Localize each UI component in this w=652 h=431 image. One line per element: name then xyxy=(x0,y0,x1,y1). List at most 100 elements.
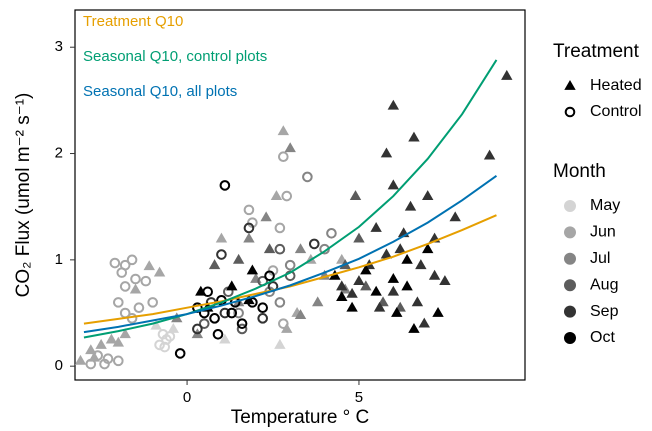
heated-point xyxy=(150,319,162,330)
heated-point xyxy=(346,287,358,298)
curve-label: Seasonal Q10, control plots xyxy=(83,48,267,65)
fit-curve xyxy=(83,214,497,325)
control-point xyxy=(109,257,121,269)
heated-point xyxy=(353,275,365,286)
legend-label: Jul xyxy=(590,250,610,267)
control-point xyxy=(233,307,244,319)
heated-point xyxy=(119,328,131,339)
heated-point xyxy=(353,232,365,243)
legend-label: Control xyxy=(590,103,642,120)
control-point xyxy=(119,281,131,292)
legend-label: May xyxy=(590,197,620,214)
y-tick-label: 0 xyxy=(55,357,63,374)
heated-point xyxy=(408,322,420,333)
legend-swatch xyxy=(564,332,576,344)
control-point xyxy=(278,151,289,163)
heated-point xyxy=(373,301,386,312)
control-point xyxy=(130,273,141,285)
control-point xyxy=(92,350,103,361)
control-point xyxy=(281,190,293,202)
legend-label: Sep xyxy=(590,303,619,320)
heated-point xyxy=(415,259,427,270)
heated-point xyxy=(167,322,180,333)
control-point xyxy=(116,267,128,278)
heated-point xyxy=(422,243,434,254)
heated-point xyxy=(370,285,382,296)
heated-point xyxy=(360,264,372,275)
heated-point xyxy=(232,253,245,264)
heated-point xyxy=(483,149,496,160)
curve-label: Treatment Q10 xyxy=(83,13,183,30)
control-point xyxy=(274,297,286,308)
legend-label: Jun xyxy=(590,224,616,241)
heated-point xyxy=(284,142,296,153)
heated-point xyxy=(439,275,451,286)
control-point xyxy=(154,339,165,351)
x-tick-label: 5 xyxy=(355,389,363,406)
legend-swatch xyxy=(564,279,576,292)
fit-curve xyxy=(83,59,498,339)
legend-swatch xyxy=(564,200,576,212)
heated-point xyxy=(380,248,393,259)
legend-swatch xyxy=(564,226,576,239)
heated-point xyxy=(274,338,286,349)
control-point xyxy=(99,358,110,370)
control-point xyxy=(226,307,238,319)
heated-point xyxy=(85,344,97,355)
heated-point xyxy=(360,280,372,291)
curve-label: Seasonal Q10, all plots xyxy=(83,83,237,100)
heated-point xyxy=(411,296,424,307)
x-tick-label: 0 xyxy=(183,389,191,406)
heated-point xyxy=(401,280,413,291)
heated-point xyxy=(208,259,221,270)
legend-label: Heated xyxy=(590,77,642,94)
plot-panel xyxy=(74,9,526,381)
heated-point xyxy=(277,125,290,136)
control-point xyxy=(219,307,231,319)
control-point xyxy=(236,318,248,329)
control-point xyxy=(202,286,213,298)
y-tick-label: 2 xyxy=(55,145,63,162)
heated-point xyxy=(404,200,417,211)
control-point xyxy=(284,259,296,271)
control-point xyxy=(192,323,203,335)
heated-point xyxy=(387,179,400,190)
heated-point xyxy=(387,285,400,296)
control-point xyxy=(564,106,576,118)
control-point xyxy=(302,171,313,183)
heated-point xyxy=(226,280,238,291)
y-tick-label: 3 xyxy=(55,38,63,55)
heated-point xyxy=(408,131,420,142)
control-point xyxy=(216,249,227,260)
heated-point xyxy=(129,283,142,294)
control-point xyxy=(113,297,124,308)
control-point xyxy=(164,331,176,342)
control-point xyxy=(113,355,124,367)
heated-point xyxy=(260,211,272,222)
control-point xyxy=(257,302,269,314)
legend-swatch xyxy=(564,305,576,318)
control-point xyxy=(147,297,158,308)
control-point xyxy=(278,318,289,329)
heated-point xyxy=(394,243,406,254)
heated-point xyxy=(263,243,276,254)
heated-point xyxy=(143,260,155,271)
heated-point xyxy=(153,266,166,277)
control-point xyxy=(219,180,231,191)
heated-point xyxy=(74,354,87,365)
heated-point xyxy=(294,243,307,254)
control-point xyxy=(209,313,220,324)
control-point xyxy=(212,328,224,340)
heated-point xyxy=(281,322,293,333)
y-tick-label: 1 xyxy=(55,251,63,268)
control-point xyxy=(198,318,210,329)
heated-point xyxy=(391,307,403,317)
heated-point xyxy=(243,232,255,243)
control-point xyxy=(126,254,138,266)
heated-point xyxy=(370,221,382,232)
control-point xyxy=(85,358,97,370)
heated-point xyxy=(215,232,228,243)
heated-point xyxy=(387,272,400,283)
fit-curve xyxy=(83,175,498,334)
legend-label: Aug xyxy=(590,276,618,293)
